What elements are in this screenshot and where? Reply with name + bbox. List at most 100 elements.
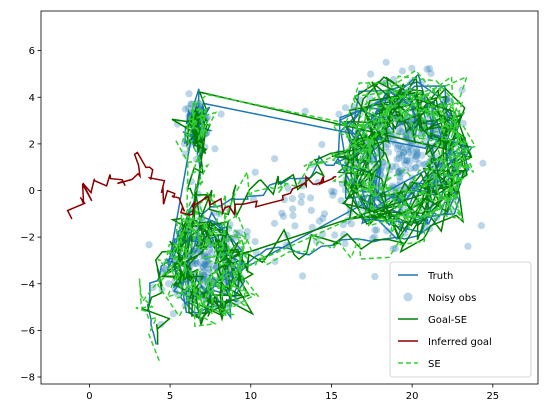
noisy-obs-point [161,265,170,273]
noisy-obs-point [328,187,336,195]
x-tick-label: 10 [244,391,257,402]
noisy-obs-point [289,205,297,213]
noisy-obs-point [412,163,420,172]
y-tick-label: −4 [20,279,35,290]
noisy-obs-point [203,256,212,265]
y-tick-label: 6 [29,46,35,57]
noisy-obs-point [393,155,401,163]
noisy-obs-point [200,260,208,268]
noisy-obs-point [371,233,379,241]
noisy-obs-point [307,206,315,215]
legend-inferred-goal-label: Inferred goal [428,337,492,348]
noisy-obs-point [298,272,307,280]
noisy-obs-point [477,222,486,230]
legend-noisy-obs-label: Noisy obs [428,293,476,304]
noisy-obs-point [335,110,343,118]
noisy-obs-point [211,145,219,153]
noisy-obs-point [425,64,434,73]
noisy-obs-point [339,221,347,229]
noisy-obs-point [164,280,173,288]
noisy-obs-point [291,222,299,230]
noisy-obs-point [398,151,406,160]
noisy-obs-point [423,65,431,73]
noisy-obs-point [199,263,207,271]
noisy-obs-point [200,267,208,276]
y-tick-label: −6 [20,326,35,337]
noisy-obs-point [407,164,415,173]
noisy-obs-point [412,153,420,161]
noisy-obs-point [289,211,297,220]
noisy-obs-point [399,144,407,152]
x-tick-label: 20 [406,391,419,402]
inferred-goal-line [66,151,337,220]
noisy-obs-point [427,69,435,78]
noisy-obs-point [337,196,345,205]
noisy-obs-point [145,241,153,249]
noisy-obs-point [196,258,204,267]
noisy-obs-point [413,149,421,157]
noisy-obs-point [401,160,409,168]
noisy-obs-point [415,159,423,168]
noisy-obs-point [319,214,327,222]
noisy-obs-point [169,310,177,318]
axes-layer: 0 5 10 15 20 25 −8 −6 −4 −2 0 2 4 6 [20,46,499,402]
x-tick-label: 0 [86,391,92,402]
legend-goal-se-label: Goal-SE [428,315,467,326]
noisy-obs-point [202,261,210,269]
noisy-obs-point [202,258,210,266]
noisy-obs-point [399,128,407,136]
legend-se-label: SE [428,359,441,370]
noisy-obs-point [397,143,405,151]
noisy-obs-point [396,173,404,181]
noisy-obs-point [204,268,212,276]
y-tick-label: −2 [20,233,35,244]
noisy-obs-point [184,104,192,112]
noisy-obs-point [217,110,225,118]
noisy-obs-point [398,67,407,75]
x-tick-label: 5 [167,391,173,402]
noisy-obs-point [278,209,286,217]
noisy-obs-point [405,148,413,156]
noisy-obs-point [320,210,329,218]
noisy-obs-point [205,246,214,254]
noisy-obs-point [301,107,309,115]
noisy-obs-point [393,145,402,153]
noisy-obs-point [181,105,190,113]
noisy-obs-point [459,119,467,127]
noisy-obs-point [458,86,466,94]
legend-noisy-obs-swatch [403,292,413,302]
noisy-obs-point [403,157,411,165]
noisy-obs-point [406,158,414,166]
noisy-obs-point [315,217,323,225]
noisy-obs-point [157,320,165,328]
noisy-obs-point [367,70,375,78]
noisy-obs-point [279,212,288,220]
noisy-obs-point [408,64,416,72]
noisy-obs-point [382,58,390,66]
noisy-obs-point [201,275,210,283]
noisy-obs-point [371,226,379,234]
noisy-obs-point [395,126,403,134]
noisy-obs-point [412,155,420,163]
data-layer [66,58,487,361]
noisy-obs-point [199,264,207,272]
noisy-obs-point [251,237,259,246]
x-tick-label: 25 [486,391,499,402]
noisy-obs-point [420,161,428,169]
y-tick-label: 0 [29,186,35,197]
noisy-obs-point [395,150,404,158]
noisy-obs-point [193,259,201,268]
noisy-obs-point [388,162,396,170]
legend-box [389,261,532,378]
noisy-obs-point [479,159,487,167]
legend-truth-label: Truth [427,271,453,282]
y-tick-label: 2 [29,139,35,150]
noisy-obs-point [284,184,292,192]
noisy-obs-point [397,166,405,175]
noisy-obs-point [341,239,349,248]
noisy-obs-point [208,248,216,257]
noisy-obs-point [418,151,426,159]
noisy-obs-point [270,219,279,227]
noisy-obs-point [308,223,316,231]
noisy-obs-point [408,152,416,160]
